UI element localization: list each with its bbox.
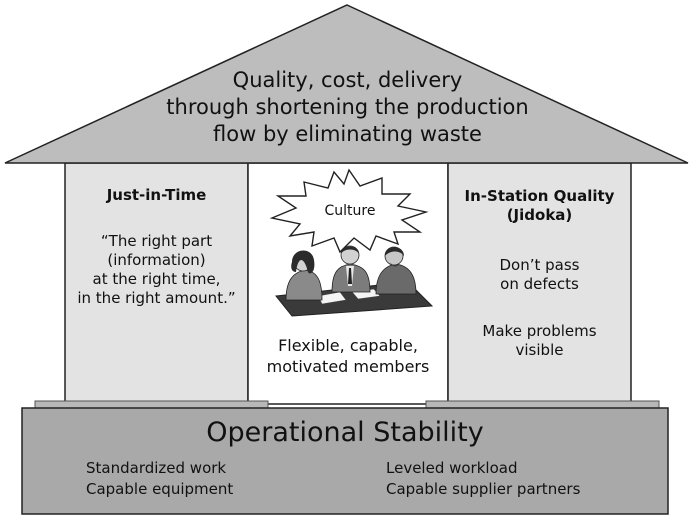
roof: [4, 4, 689, 164]
base-item: Leveled workload: [386, 459, 518, 477]
left-pillar-line: at the right time,: [92, 270, 221, 288]
right-pillar-line: visible: [515, 341, 564, 359]
center-caption-line: Flexible, capable,: [278, 336, 418, 355]
right-pillar-title: In-Station Quality (Jidoka): [448, 187, 631, 225]
left-pillar-body: “The right part (information) at the rig…: [65, 232, 248, 308]
roof-text: Quality, cost, delivery through shorteni…: [120, 67, 575, 148]
culture-burst: [269, 168, 429, 254]
right-pillar-item-2: Make problems visible: [448, 322, 631, 360]
base-ledge-right: [425, 400, 660, 409]
roof-line: through shortening the production: [166, 95, 529, 119]
right-pillar-line: Don’t pass: [499, 256, 580, 274]
base-foundation: [21, 407, 669, 515]
roof-line: Quality, cost, delivery: [232, 68, 463, 92]
left-pillar-title: Just-in-Time: [106, 186, 207, 204]
base-item: Standardized work: [86, 459, 227, 477]
base-left-items: Standardized work Capable equipment: [86, 458, 233, 500]
right-pillar-line: Make problems: [482, 322, 597, 340]
base-title: Operational Stability: [206, 417, 484, 448]
left-pillar-line: (information): [107, 251, 206, 269]
right-pillar-item-1: Don’t pass on defects: [448, 256, 631, 294]
left-pillar: [64, 162, 249, 405]
roof-line: flow by eliminating waste: [213, 122, 482, 146]
left-pillar-line: in the right amount.”: [77, 289, 236, 307]
center-caption: Flexible, capable, motivated members: [248, 335, 448, 377]
right-pillar-title-line: In-Station Quality: [464, 187, 615, 205]
center-caption-line: motivated members: [266, 357, 430, 376]
meeting-illustration: [275, 245, 434, 317]
right-pillar-title-line: (Jidoka): [506, 206, 573, 224]
base-item: Capable equipment: [86, 480, 234, 498]
base-item: Capable supplier partners: [386, 480, 581, 498]
left-pillar-line: “The right part: [100, 232, 213, 250]
culture-label: Culture: [324, 203, 376, 219]
base-ledge-left: [34, 400, 269, 409]
right-pillar-line: on defects: [500, 275, 579, 293]
base-right-items: Leveled workload Capable supplier partne…: [386, 458, 580, 500]
